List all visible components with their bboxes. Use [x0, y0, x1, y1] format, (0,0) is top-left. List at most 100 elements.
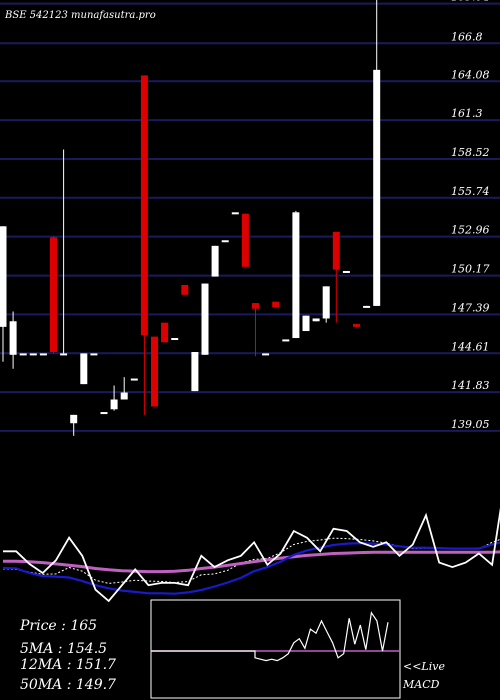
candle — [252, 303, 259, 357]
candle-body — [110, 399, 118, 410]
candle — [191, 352, 199, 392]
candle-body — [171, 338, 179, 341]
candle — [50, 236, 57, 354]
candle-body — [373, 69, 381, 306]
legend-price: Price : 165 — [19, 618, 97, 634]
candle — [140, 75, 148, 415]
candle-body — [363, 305, 371, 308]
macd-panel: <<Live MACD — [150, 599, 445, 699]
candle — [100, 412, 108, 415]
indicator-line-ma_long — [2, 541, 500, 595]
candle-body — [302, 315, 310, 332]
candle — [342, 270, 350, 273]
candle — [302, 315, 310, 332]
candle — [292, 210, 300, 339]
candle-body — [312, 318, 320, 322]
macd-title-label: MACD — [402, 678, 440, 691]
candle — [0, 226, 7, 362]
y-tick-label: 166.8 — [451, 30, 483, 43]
candle-body — [201, 283, 209, 355]
candle — [363, 305, 371, 308]
y-tick-label: 169.64 — [451, 0, 490, 4]
candle — [120, 377, 128, 400]
candle — [211, 245, 219, 277]
candle-body — [140, 75, 148, 336]
candle — [262, 353, 270, 356]
legend-5ma: 5MA : 154.5 — [20, 641, 107, 657]
y-tick-label: 161.3 — [451, 107, 483, 120]
candle-body — [120, 392, 128, 400]
candle — [272, 301, 280, 308]
y-tick-label: 155.74 — [451, 185, 490, 198]
candle — [231, 212, 239, 215]
y-tick-label: 147.39 — [451, 301, 490, 314]
y-tick-label: 144.61 — [451, 340, 490, 353]
candle-body — [262, 353, 270, 356]
candle — [130, 378, 138, 381]
candle — [19, 353, 27, 356]
candle-body — [29, 353, 37, 356]
candle-body — [151, 336, 158, 407]
indicator-panel — [2, 507, 500, 603]
candle-body — [191, 352, 199, 392]
candle-body — [50, 237, 57, 352]
candle-body — [353, 324, 360, 327]
candle — [332, 231, 340, 323]
candle-body — [80, 353, 88, 385]
candle — [322, 286, 330, 323]
y-tick-label: 158.52 — [451, 146, 490, 159]
candle-body — [0, 226, 7, 327]
candle — [151, 336, 158, 407]
y-tick-label: 152.96 — [451, 224, 490, 237]
candle — [373, 0, 381, 306]
candle — [171, 338, 179, 341]
candle — [70, 414, 78, 436]
candle-body — [241, 213, 249, 267]
candle — [90, 353, 98, 356]
candle-body — [90, 353, 98, 356]
candle-body — [60, 353, 68, 356]
candle — [29, 353, 37, 356]
candle-body — [100, 412, 108, 415]
price-axis-ticks: 169.64 166.8 164.08 161.3 158.52 155.74 152.96… — [451, 0, 490, 431]
candle — [181, 284, 189, 295]
y-tick-label: 139.05 — [451, 418, 490, 431]
candle — [110, 385, 118, 411]
candle — [80, 353, 88, 385]
candle — [60, 149, 68, 356]
macd-line — [151, 611, 389, 662]
legend-50ma: 50MA : 149.7 — [20, 677, 116, 693]
candlestick-series — [0, 0, 381, 436]
candle — [161, 322, 169, 343]
macd-live-label: <<Live — [403, 660, 445, 673]
candle-body — [70, 414, 78, 424]
candle-body — [252, 303, 259, 309]
candle-body — [39, 353, 47, 356]
legend-12ma: 12MA : 151.7 — [20, 657, 116, 673]
candle — [9, 311, 17, 369]
candle — [201, 283, 209, 355]
candle-body — [161, 322, 169, 343]
candle-body — [9, 321, 17, 355]
legend-panel: Price : 165 5MA : 154.5 12MA : 151.7 50M… — [19, 618, 116, 693]
candle-body — [231, 212, 239, 215]
candle-body — [19, 353, 27, 356]
candle — [39, 353, 47, 356]
y-tick-label: 141.83 — [451, 379, 490, 392]
candle-body — [322, 286, 330, 319]
candle — [221, 240, 229, 243]
price-gridlines — [0, 2, 500, 432]
candle — [241, 213, 249, 267]
candle-body — [272, 301, 280, 308]
candle-body — [181, 284, 189, 295]
candle-body — [221, 240, 229, 243]
indicator-line-macd_hist_line — [3, 507, 500, 603]
macd-panel-border — [150, 599, 401, 699]
y-tick-label: 150.17 — [451, 263, 490, 276]
candle-body — [130, 378, 138, 381]
candle-body — [342, 270, 350, 273]
candle-body — [282, 339, 290, 342]
chart-header-ticker: BSE 542123 munafasutra.pro — [4, 10, 156, 21]
